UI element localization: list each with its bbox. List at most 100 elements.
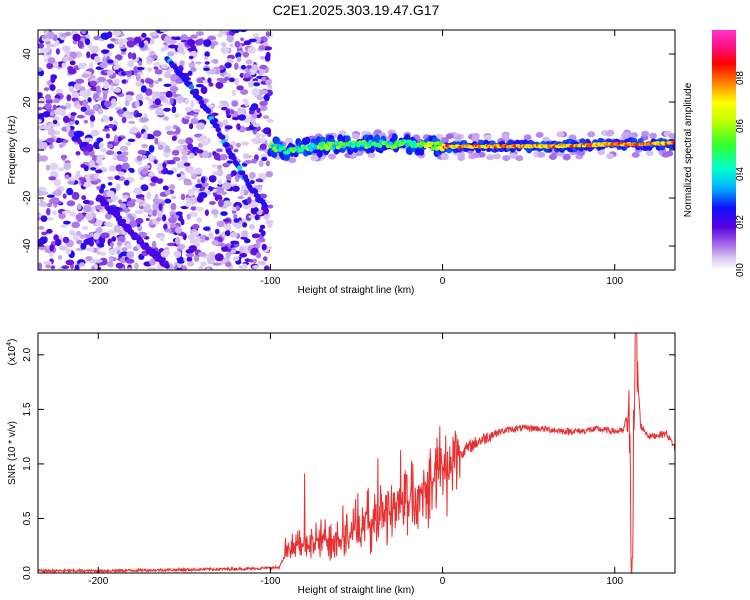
noise-speckle [221,107,228,111]
noise-speckle [114,246,122,251]
band-envelope [304,136,311,145]
noise-speckle [185,253,195,258]
noise-speckle [38,125,44,130]
noise-speckle [171,135,177,141]
noise-speckle [133,36,142,45]
noise-speckle [84,110,94,116]
noise-speckle [203,39,212,47]
noise-speckle [39,47,49,55]
noise-speckle [102,56,107,65]
noise-speckle [174,237,181,245]
noise-speckle [195,31,204,36]
y-scale-note: (x104) [6,339,18,366]
noise-speckle [53,116,60,121]
noise-speckle [40,215,48,223]
noise-speckle [82,99,88,108]
noise-speckle [256,107,261,113]
noise-speckle [207,35,217,41]
noise-speckle [200,140,210,146]
noise-speckle [224,76,230,81]
noise-speckle [206,104,215,108]
noise-speckle [58,212,66,220]
noise-speckle [239,246,244,253]
noise-speckle [257,172,267,181]
band-halo [501,133,510,140]
noise-speckle [204,209,209,216]
noise-speckle [53,178,61,187]
noise-speckle [61,45,71,52]
noise-speckle [84,38,91,46]
noise-speckle [95,169,103,174]
noise-speckle [73,83,80,89]
band-core [281,146,287,150]
noise-speckle [135,100,140,108]
noise-speckle [233,148,239,153]
noise-speckle [107,123,114,129]
noise-speckle [240,64,247,70]
noise-speckle [75,78,85,84]
noise-speckle [38,97,46,105]
noise-speckle [254,214,260,221]
noise-speckle [267,84,273,89]
noise-speckle [153,159,158,165]
noise-speckle [57,255,63,260]
noise-speckle [168,39,178,44]
noise-speckle [89,115,96,122]
noise-speckle [136,155,143,162]
band-core [299,148,304,153]
band-halo [367,152,376,159]
band-halo [440,137,449,144]
noise-speckle [173,250,182,258]
trace-point [236,165,243,171]
noise-speckle [70,112,77,116]
noise-speckle [96,85,101,92]
noise-speckle [153,66,159,70]
noise-speckle [135,93,144,102]
band-core [429,141,434,146]
noise-speckle [66,94,72,102]
noise-speckle [260,56,266,60]
noise-speckle [105,212,112,220]
noise-speckle [221,42,227,48]
noise-speckle [113,65,120,70]
noise-speckle [187,234,196,241]
noise-speckle [39,236,47,245]
noise-speckle [164,189,171,196]
noise-speckle [168,217,177,224]
noise-speckle [156,209,161,216]
noise-speckle [135,81,143,87]
noise-speckle [216,164,222,170]
noise-speckle [263,127,272,135]
noise-speckle [238,114,247,121]
noise-speckle [72,33,81,42]
band-core [377,144,383,148]
noise-speckle [121,79,127,84]
trace-point [116,215,122,221]
band-halo [562,153,571,160]
noise-speckle [81,195,87,201]
noise-speckle [115,164,124,172]
noise-speckle [125,114,134,119]
noise-speckle [259,143,267,150]
noise-speckle [105,133,110,139]
noise-speckle [39,197,44,203]
x-tick-label: 0 [440,576,446,587]
noise-speckle [230,231,238,238]
noise-speckle [171,106,177,114]
noise-speckle [126,251,135,259]
top-y-axis-label: Frequency (Hz) [7,116,18,185]
noise-speckle [182,265,188,270]
noise-speckle [196,178,201,185]
band-halo [328,153,336,160]
noise-speckle [165,170,174,175]
noise-speckle [259,100,268,107]
noise-speckle [187,70,193,76]
noise-speckle [38,141,44,148]
noise-speckle [38,262,43,270]
snr-plot-area [38,333,675,573]
noise-speckle [54,39,60,47]
noise-speckle [55,88,64,94]
y-scale-exponent: 4 [6,342,13,346]
noise-speckle [256,96,264,101]
noise-speckle [79,262,85,267]
